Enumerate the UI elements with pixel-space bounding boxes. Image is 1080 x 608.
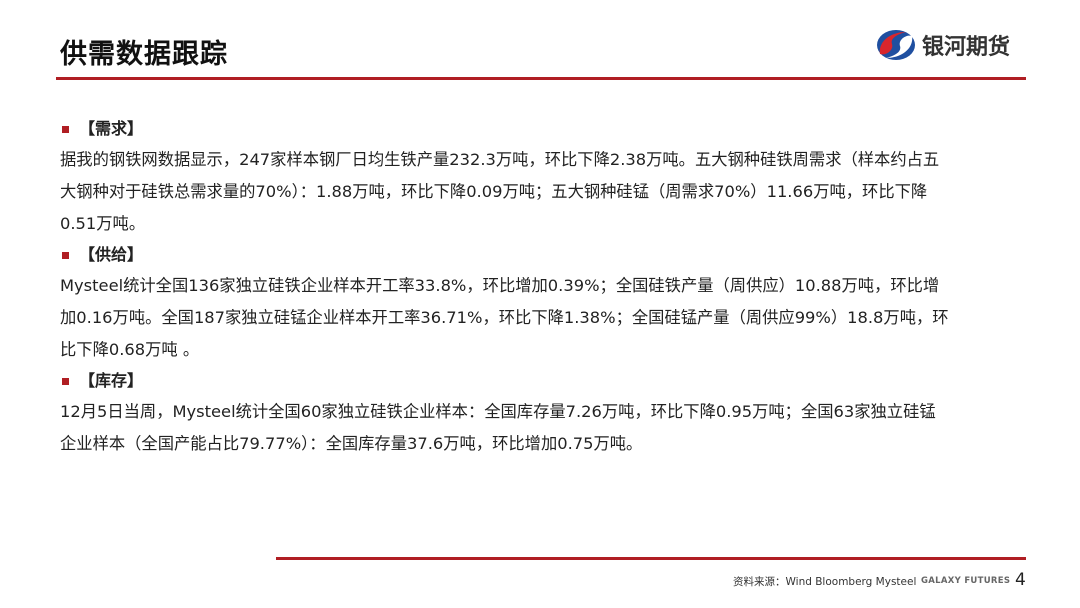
- section-heading: 【供给】: [79, 245, 144, 264]
- page-number: 4: [1015, 570, 1026, 590]
- footer-brand: GALAXY FUTURES: [921, 576, 1011, 586]
- bullet-icon: [62, 251, 69, 259]
- section-inventory: 【库存】 12月5日当周，Mysteel统计全国60家独立硅铁企业样本：全国库存…: [60, 366, 1035, 460]
- bullet-icon: [62, 377, 69, 385]
- content: 【需求】 据我的钢铁网数据显示，247家样本钢厂日均生铁产量232.3万吨，环比…: [60, 114, 1035, 460]
- section-heading: 【需求】: [79, 119, 144, 138]
- header-divider: [56, 77, 1026, 80]
- bullet-icon: [62, 125, 69, 133]
- logo: 银河期货: [876, 28, 1010, 62]
- text-line: 据我的钢铁网数据显示，247家样本钢厂日均生铁产量232.3万吨，环比下降2.3…: [60, 150, 940, 169]
- text-line: Mysteel统计全国136家独立硅铁企业样本开工率33.8%，环比增加0.39…: [60, 276, 940, 295]
- section-heading: 【库存】: [79, 371, 144, 390]
- text-line: 0.51万吨。: [60, 214, 146, 233]
- galaxy-logo-icon: [877, 30, 915, 60]
- text-line: 比下降0.68万吨 。: [60, 340, 200, 359]
- text-line: 企业样本（全国产能占比79.77%）：全国库存量37.6万吨，环比增加0.75万…: [60, 434, 643, 453]
- source-note: 资料来源：Wind Bloomberg Mysteel: [733, 576, 917, 588]
- logo-text: 银河期货: [922, 35, 1011, 60]
- text-line: 12月5日当周，Mysteel统计全国60家独立硅铁企业样本：全国库存量7.26…: [60, 402, 936, 421]
- section-demand: 【需求】 据我的钢铁网数据显示，247家样本钢厂日均生铁产量232.3万吨，环比…: [60, 114, 1035, 240]
- page-title: 供需数据跟踪: [60, 39, 228, 70]
- text-line: 大钢种对于硅铁总需求量的70%）：1.88万吨，环比下降0.09万吨；五大钢种硅…: [60, 182, 928, 201]
- section-supply: 【供给】 Mysteel统计全国136家独立硅铁企业样本开工率33.8%，环比增…: [60, 240, 1035, 366]
- footer-divider: [276, 557, 1026, 560]
- text-line: 加0.16万吨。全国187家独立硅锰企业样本开工率36.71%，环比下降1.38…: [60, 308, 949, 327]
